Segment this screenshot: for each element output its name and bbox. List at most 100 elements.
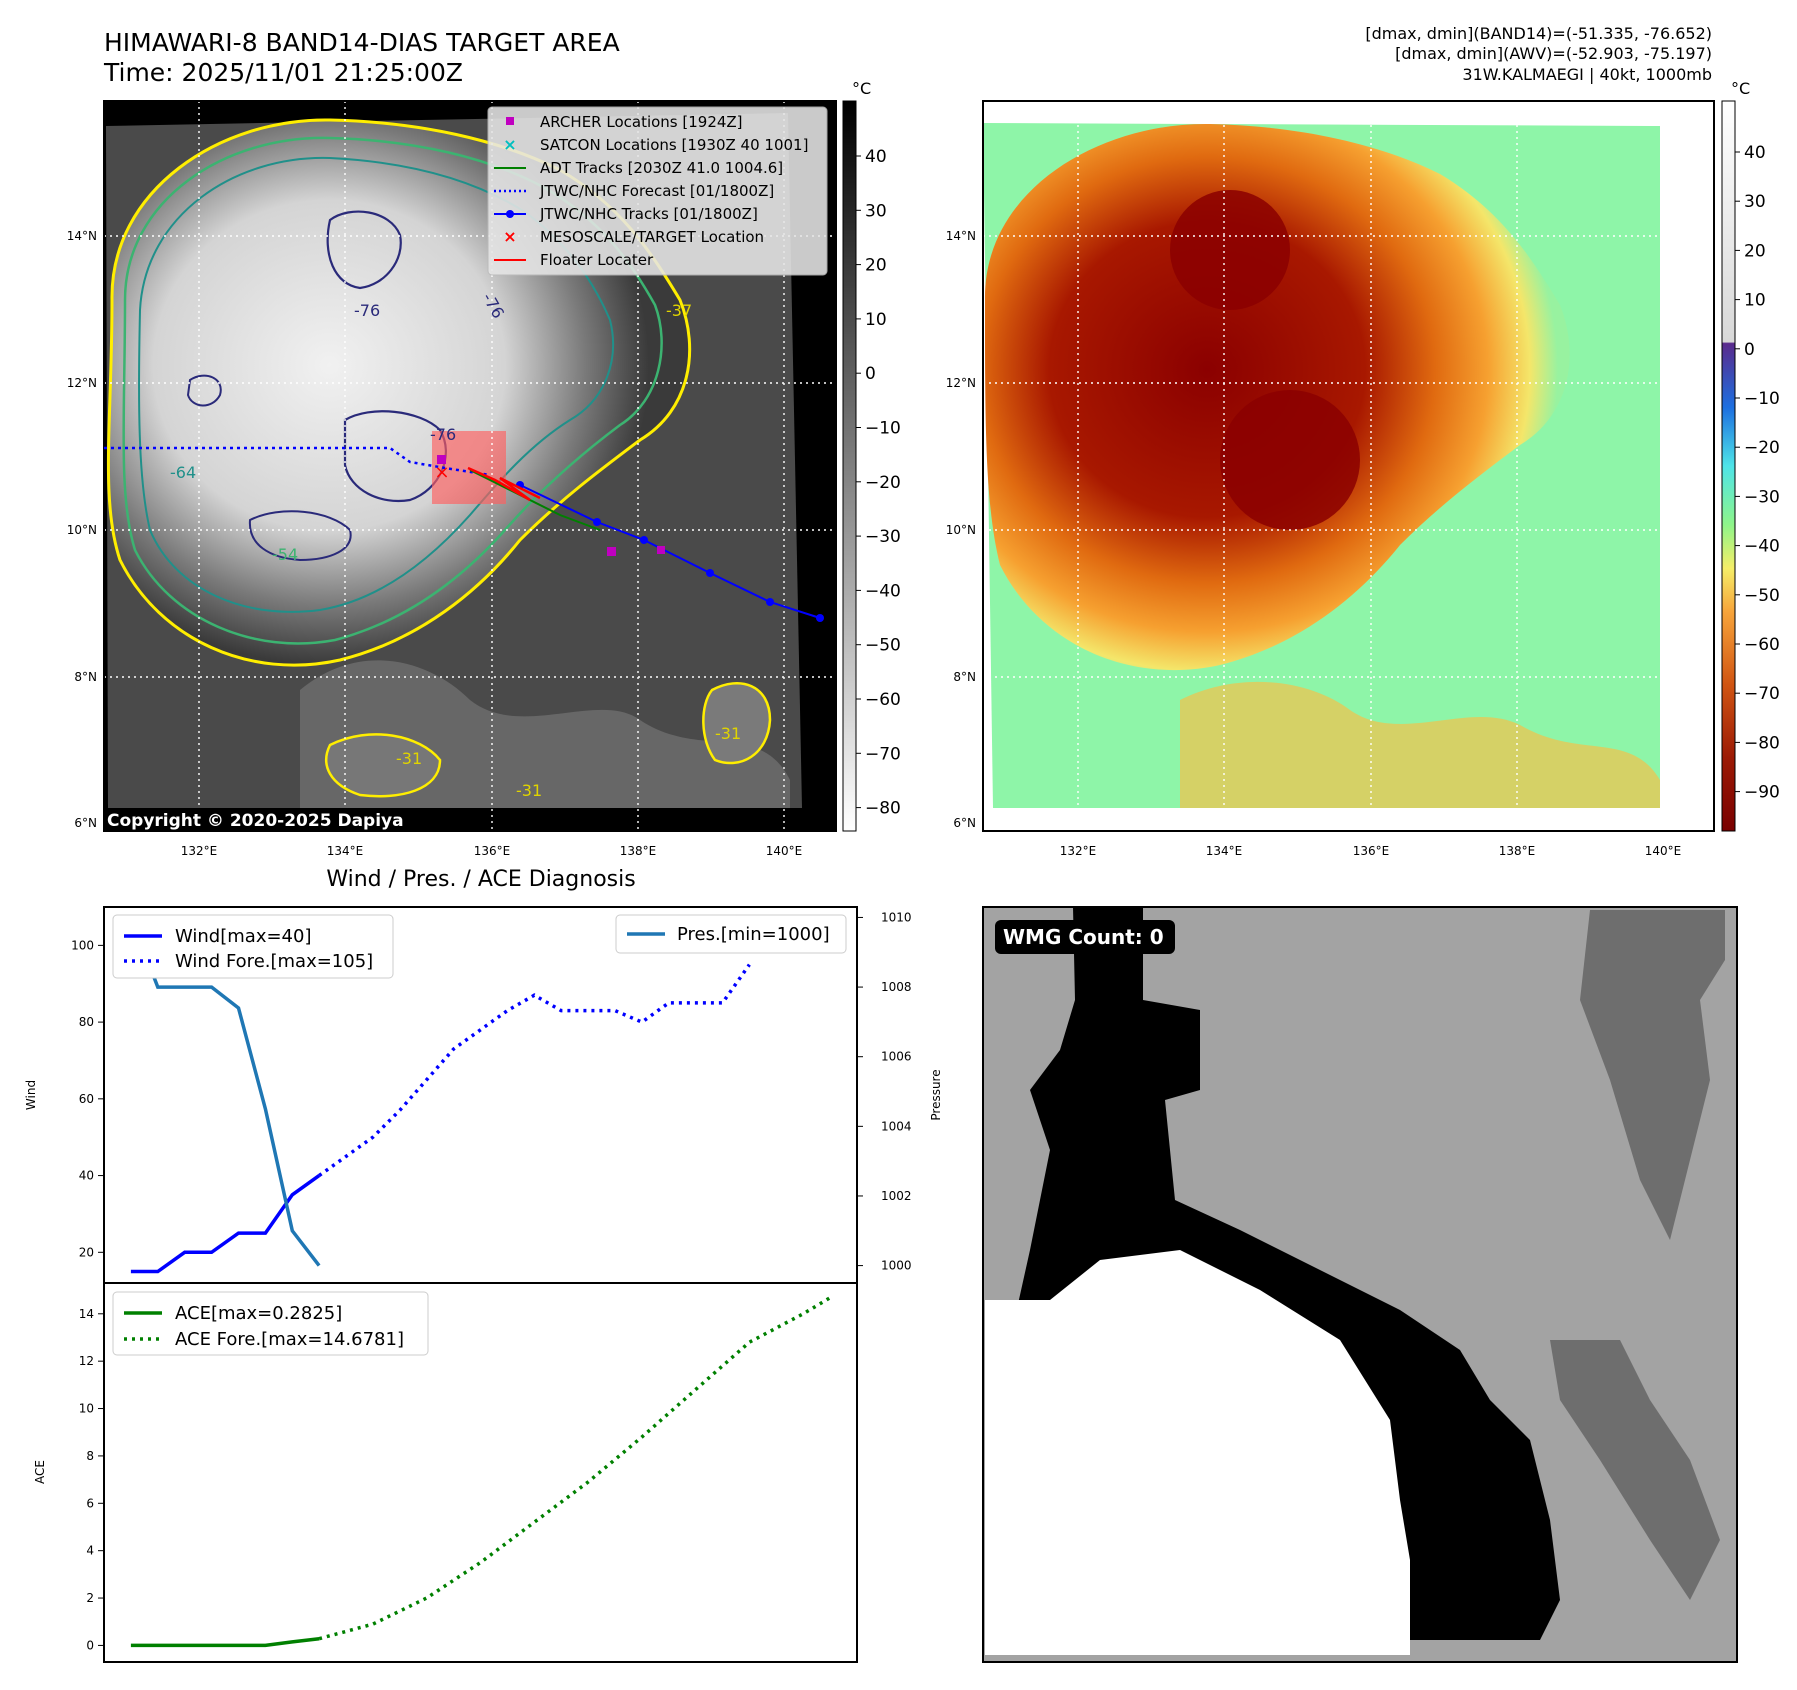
- legend-label: ADT Tracks [2030Z 41.0 1004.6]: [540, 159, 783, 177]
- jtwc-track-points: [516, 481, 824, 622]
- pressure-ytick-label: 1006: [881, 1050, 912, 1064]
- gray-colorbar-ticks: 40 30 20 10 0 −10 −20 −30 −40 −50 −60 −70 −80: [856, 147, 901, 819]
- contour-label-6: -31: [396, 749, 422, 768]
- color-cbar-tick-label: 20: [1744, 241, 1766, 261]
- legend-label: Wind Fore.[max=105]: [175, 951, 373, 972]
- gray-colorbar: °C 40 30 20 10 0 −10 −20 −30 −40 −50 −60 −70 −80: [842, 79, 901, 832]
- color-cbar-tick-label: 30: [1744, 192, 1766, 212]
- lat-tick-label: 14°N: [946, 229, 976, 243]
- ace-axis-label: ACE: [33, 1460, 47, 1484]
- gray-cbar-tick-label: 0: [865, 364, 876, 384]
- ace-ytick-label: 4: [86, 1544, 94, 1558]
- legend-label: ACE[max=0.2825]: [175, 1303, 342, 1324]
- wind-ytick-label: 80: [79, 1015, 94, 1029]
- wind-ytick-label: 40: [79, 1169, 94, 1183]
- info-storm: 31W.KALMAEGI | 40kt, 1000mb: [1462, 65, 1712, 84]
- ace-legend: ACE[max=0.2825] ACE Fore.[max=14.6781]: [112, 1291, 429, 1356]
- map2-axis-labels: 132°E 134°E 136°E 138°E 140°E 14°N 12°N 10°N 8°N…: [946, 229, 1682, 858]
- adt-track-line: [469, 469, 601, 531]
- contour-label-5: -31: [715, 724, 741, 743]
- color-cbar-tick-label: −30: [1744, 487, 1780, 507]
- ace-ytick-label: 0: [86, 1638, 94, 1652]
- gray-cbar-tick-label: −60: [865, 690, 901, 710]
- lat-tick-label: 12°N: [946, 376, 976, 390]
- wind-axis-ticks: 20 40 60 80 100 1000 1002 1004 1006 1008 1010: [71, 910, 911, 1272]
- lat-tick-label: 8°N: [953, 670, 976, 684]
- jtwc-forecast-line: [104, 446, 491, 477]
- color-cbar-tick-label: −60: [1744, 635, 1780, 655]
- ace-chart: ACE 0 2 4 6 8 10 12 14 ACE[max=0.2825] ACE Fore.…: [33, 1282, 858, 1663]
- color-cbar-tick-label: 40: [1744, 143, 1766, 163]
- color-gridlines: [983, 101, 1715, 831]
- archer-marker-3: [657, 546, 665, 554]
- time-stamp: Time: 2025/11/01 21:25:00Z: [103, 58, 463, 87]
- ace-series: [130, 1296, 831, 1648]
- contour-label-4: -54: [272, 545, 298, 564]
- series-line: [318, 1296, 831, 1641]
- archer-marker-2: [607, 547, 616, 556]
- color-cbar-tick-label: 10: [1744, 291, 1766, 311]
- lat-tick-label: 6°N: [74, 816, 97, 830]
- lat-tick-label: 14°N: [67, 229, 97, 243]
- wmg-dark-patch-1: [1580, 910, 1725, 1240]
- lon-tick-label: 138°E: [620, 844, 657, 858]
- map1-axis-labels: 132°E 134°E 136°E 138°E 140°E 14°N 12°N 10°N 8°N…: [67, 229, 803, 858]
- pressure-ytick-label: 1010: [881, 910, 912, 924]
- wmg-white-region: [985, 1250, 1410, 1655]
- color-colorbar-ticks: 40 30 20 10 0 −10 −20 −30 −40 −50 −60 −70 −80 −90: [1735, 143, 1780, 803]
- legend-marker-square: [506, 117, 514, 125]
- wind-ytick-label: 60: [79, 1092, 94, 1106]
- copyright-box: [104, 808, 412, 832]
- wmg-frame: [982, 906, 1738, 1663]
- target-location-marker: ×: [434, 462, 449, 483]
- legend-label: SATCON Locations [1930Z 40 1001]: [540, 136, 808, 154]
- series-line: [129, 916, 321, 1267]
- lat-tick-label: 6°N: [953, 816, 976, 830]
- gray-cbar-tick-label: −20: [865, 473, 901, 493]
- legend-label: JTWC/NHC Tracks [01/1800Z]: [539, 205, 758, 223]
- wind-series: [129, 916, 751, 1274]
- lat-tick-label: 8°N: [74, 670, 97, 684]
- lon-tick-label: 134°E: [1206, 844, 1243, 858]
- ace-legend-box: [112, 1291, 429, 1356]
- color-map-frame: [982, 100, 1715, 832]
- series-line: [130, 1636, 320, 1648]
- ir-contour-navy-2: [326, 210, 402, 290]
- pressure-ytick-label: 1004: [881, 1119, 912, 1133]
- wind-pressure-chart: Wind / Pres. / ACE Diagnosis Wind Pressu…: [24, 867, 943, 1284]
- series-line: [130, 1174, 321, 1274]
- ir-contour-navy-3: [186, 374, 222, 407]
- gray-cbar-tick-label: −70: [865, 744, 901, 764]
- legend-marker-x: ×: [503, 135, 516, 154]
- pressure-ytick-label: 1000: [881, 1259, 912, 1273]
- floater-locater-line: [467, 466, 541, 502]
- color-cbar-tick-label: −80: [1744, 733, 1780, 753]
- gray-colorbar-unit: °C: [852, 79, 871, 98]
- info-band14: [dmax, dmin](BAND14)=(-51.335, -76.652): [1365, 24, 1712, 43]
- legend-label: JTWC/NHC Forecast [01/1800Z]: [539, 182, 774, 200]
- legend-label: Floater Locater: [540, 251, 654, 269]
- ace-ytick-label: 14: [79, 1307, 94, 1321]
- wmg-panel: WMG Count: 0: [982, 906, 1738, 1663]
- pressure-ytick-label: 1002: [881, 1189, 912, 1203]
- chart-title: Wind / Pres. / ACE Diagnosis: [326, 867, 635, 892]
- gray-cbar-tick-label: −40: [865, 581, 901, 601]
- gray-cbar-tick-label: −50: [865, 636, 901, 656]
- copyright-text: Copyright © 2020-2025 Dapiya: [107, 811, 404, 831]
- wind-legend: Wind[max=40] Wind Fore.[max=105] Pres.[min…: [112, 914, 847, 979]
- color-cbar-tick-label: 0: [1744, 340, 1755, 360]
- ace-ytick-label: 12: [79, 1354, 94, 1368]
- color-colorbar: °C 40 30 20 10 0 −10 −20 −30 −40 −50 −60 −70 −80 −90: [1721, 79, 1780, 832]
- contour-label-1: -64: [170, 463, 196, 482]
- wmg-label-box: [995, 920, 1175, 954]
- wmg-dark-patch-2: [1550, 1340, 1720, 1600]
- lon-tick-label: 132°E: [1060, 844, 1097, 858]
- color-cbar-tick-label: −50: [1744, 586, 1780, 606]
- ir-contour-green: [122, 136, 663, 645]
- gray-cbar-tick-label: 40: [865, 147, 887, 167]
- color-cbar-tick-label: −20: [1744, 438, 1780, 458]
- ir-map-panel: × -64 -76 -37 -54 -31 -31 -31 -76 -76 Co…: [67, 100, 837, 858]
- gray-cbar-tick-label: −30: [865, 527, 901, 547]
- color-colorbar-bar: [1721, 100, 1736, 832]
